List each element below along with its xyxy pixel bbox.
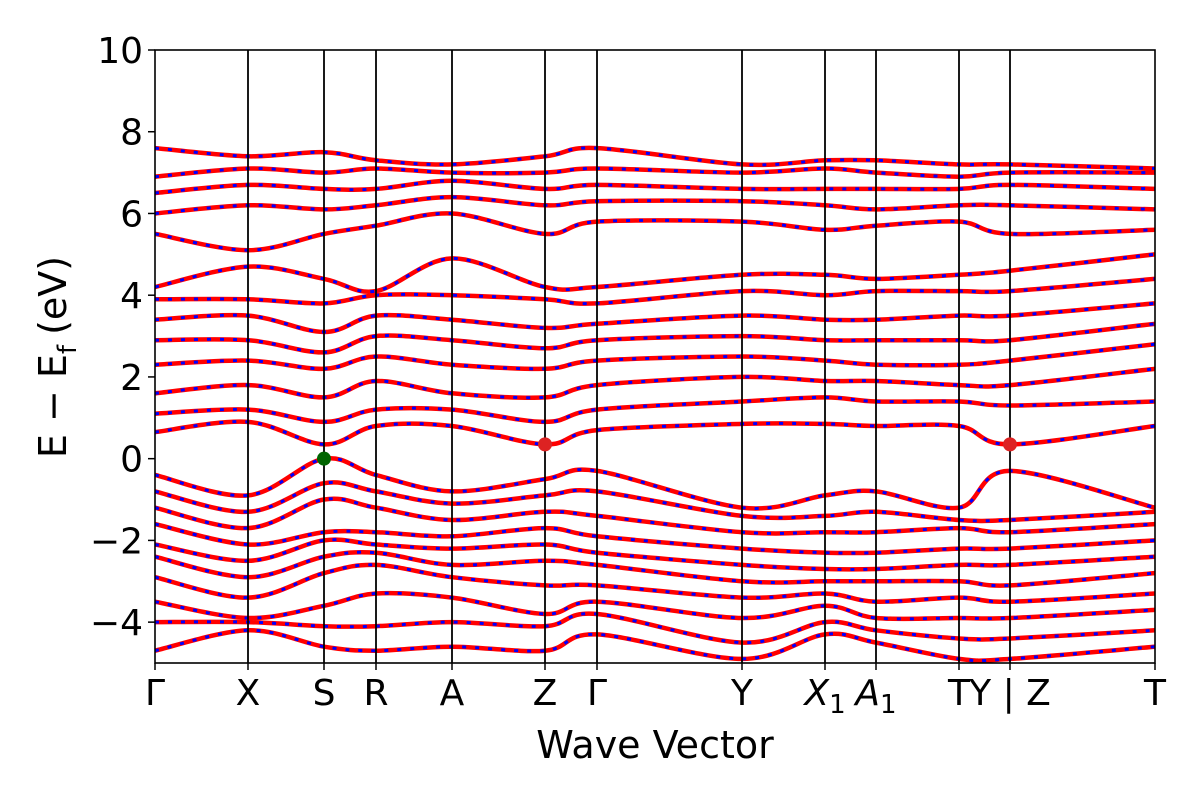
x-tick-label-5: Z [533, 673, 558, 714]
y-axis-label-main: E − E [31, 354, 75, 458]
x-tick-label-12: T [1143, 673, 1167, 714]
y-axis-label-sub: f [53, 344, 83, 354]
band-12 [155, 366, 1155, 400]
x-tick-label-4: A [440, 673, 465, 714]
cbm-marker-1 [538, 437, 552, 452]
cbm-marker-2 [1003, 437, 1017, 452]
band-edge-markers [317, 437, 1017, 466]
band-5-overlay [155, 538, 1155, 572]
x-tick-label-2: S [313, 673, 336, 714]
x-tick-label-text-7: Y [730, 673, 754, 714]
y-tick-label-6: 8 [120, 113, 143, 154]
band-6 [155, 521, 1155, 556]
x-tick-label-text-4: A [440, 673, 465, 714]
x-tick-label-0: Γ [145, 673, 165, 714]
x-tick-label-text-11: Y | Z [968, 673, 1051, 714]
band-13 [155, 341, 1155, 372]
x-tick-label-text-1: X [236, 673, 261, 714]
x-tick-label-sub-8: 1 [829, 690, 846, 720]
band-11 [155, 395, 1155, 425]
x-tick-label-text-0: Γ [145, 673, 165, 714]
y-tick-label-2: 0 [120, 440, 143, 481]
band-22 [155, 145, 1155, 171]
band-0-overlay [155, 628, 1155, 663]
band-8-overlay [155, 480, 1155, 523]
plot-frame [154, 49, 1156, 664]
x-tick-label-text-8: X [802, 673, 830, 714]
y-tick-label-4: 4 [120, 276, 143, 317]
y-tick-label-5: 6 [120, 194, 143, 235]
vbm-marker-0 [317, 451, 331, 466]
bands-layer [155, 145, 1155, 663]
x-tick-label-10: T [947, 673, 971, 714]
band-2 [155, 590, 1155, 622]
x-tick-label-6: Γ [587, 673, 607, 714]
x-tick-label-text-12: T [1143, 673, 1167, 714]
y-tick-label-1: −2 [90, 521, 143, 562]
band-17 [155, 252, 1155, 294]
x-tick-label-text-9: A [853, 673, 880, 714]
x-tick-label-9: A1 [853, 673, 896, 720]
x-tick-label-8: X1 [802, 673, 845, 720]
x-tick-label-3: R [363, 673, 388, 714]
y-axis-label-unit: (eV) [31, 256, 75, 335]
band-5 [155, 537, 1155, 572]
x-axis-label: Wave Vector [536, 723, 774, 767]
x-tick-label-text-5: Z [533, 673, 558, 714]
x-tick-label-7: Y [730, 673, 754, 714]
band-7 [155, 496, 1155, 536]
y-ticks: −4 −2 0 2 4 6 8 10 [90, 31, 155, 644]
band-7-overlay [155, 497, 1155, 535]
x-tick-label-sub-9: 1 [880, 690, 897, 720]
band-19 [155, 194, 1155, 216]
x-tick-label-text-10: T [947, 673, 971, 714]
high-symmetry-lines [247, 50, 1011, 663]
band-15 [155, 301, 1155, 335]
y-tick-label-7: 10 [97, 31, 143, 72]
y-axis-label: E − Ef (eV) [31, 256, 83, 458]
band-20 [155, 178, 1155, 196]
x-tick-label-text-3: R [363, 673, 388, 714]
band-21 [155, 166, 1155, 179]
y-tick-label-3: 2 [120, 358, 143, 399]
y-tick-label-0: −4 [90, 603, 143, 644]
x-tick-label-text-2: S [313, 673, 336, 714]
x-tick-label-1: X [236, 673, 261, 714]
x-tick-label-text-6: Γ [587, 673, 607, 714]
x-tick-label-11: Y | Z [968, 673, 1051, 714]
